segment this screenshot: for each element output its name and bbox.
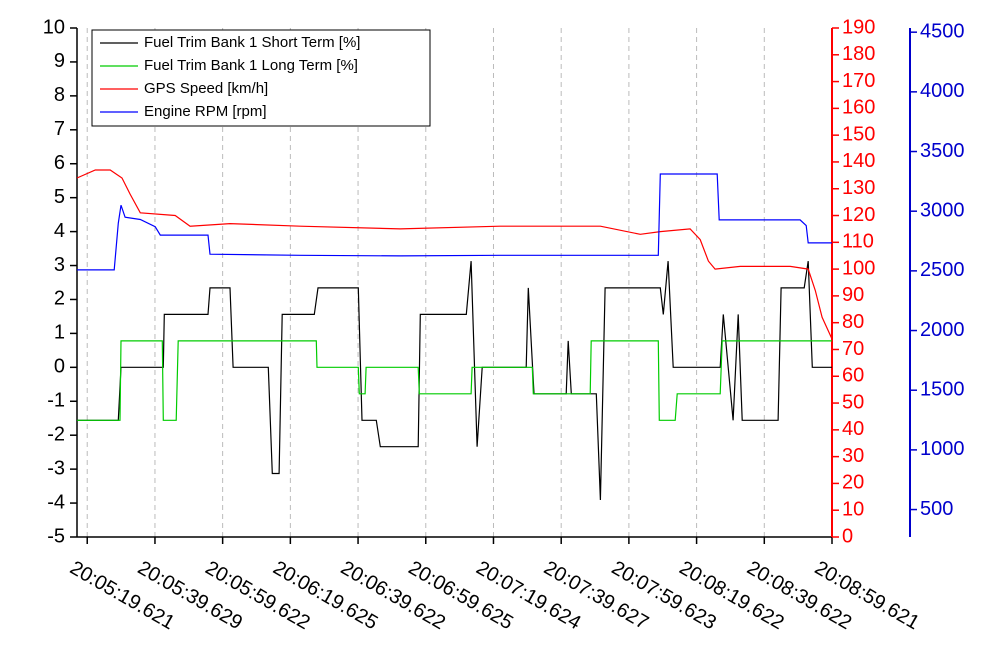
y2-tick-label: 180 [842, 43, 875, 65]
y2-tick-label: 0 [842, 525, 853, 547]
y2-tick-label: 100 [842, 257, 875, 279]
legend-label: Engine RPM [rpm] [144, 103, 267, 120]
y3-tick-label: 1500 [920, 378, 965, 400]
y2-tick-label: 160 [842, 97, 875, 119]
y2-tick-label: 10 [842, 498, 864, 520]
y2-tick-label: 40 [842, 418, 864, 440]
y-tick-label: 9 [54, 50, 65, 72]
y-tick-label: 2 [54, 288, 65, 310]
y-tick-label: 5 [54, 186, 65, 208]
y2-tick-label: 70 [842, 338, 864, 360]
y2-tick-label: 120 [842, 204, 875, 226]
legend-label: GPS Speed [km/h] [144, 80, 268, 97]
y2-tick-label: 150 [842, 123, 875, 145]
series-line [77, 173, 832, 271]
legend-label: Fuel Trim Bank 1 Short Term [%] [144, 34, 360, 51]
y2-tick-label: 80 [842, 311, 864, 333]
y-tick-label: -5 [47, 525, 65, 547]
y2-tick-label: 170 [842, 70, 875, 92]
series-line [77, 261, 832, 501]
y2-tick-label: 60 [842, 365, 864, 387]
y2-tick-label: 90 [842, 284, 864, 306]
y2-tick-label: 110 [842, 231, 874, 253]
y-tick-label: 4 [54, 220, 65, 242]
y2-tick-label: 130 [842, 177, 875, 199]
legend-label: Fuel Trim Bank 1 Long Term [%] [144, 57, 358, 74]
y-tick-label: 0 [54, 356, 65, 378]
y-tick-label: 7 [54, 118, 65, 140]
y3-tick-label: 2000 [920, 319, 965, 341]
y-tick-label: -3 [47, 457, 65, 479]
y-tick-label: 8 [54, 84, 65, 106]
y-tick-label: -1 [47, 390, 65, 412]
y-tick-label: 1 [54, 322, 65, 344]
y2-tick-label: 20 [842, 472, 864, 494]
y-tick-label: 6 [54, 152, 65, 174]
y3-tick-label: 3000 [920, 199, 965, 221]
y-tick-label: 10 [43, 16, 65, 38]
y2-tick-label: 50 [842, 391, 864, 413]
y-tick-label: -4 [47, 491, 65, 513]
y2-tick-label: 30 [842, 445, 864, 467]
series-line [77, 340, 832, 421]
legend-box [91, 29, 431, 127]
series-line [76, 169, 833, 340]
y2-tick-label: 190 [842, 16, 875, 38]
y3-tick-label: 1000 [920, 438, 965, 460]
y3-tick-label: 4000 [920, 80, 965, 102]
y2-tick-label: 140 [842, 150, 875, 172]
y3-tick-label: 2500 [920, 259, 965, 281]
y3-tick-label: 4500 [920, 20, 965, 42]
y3-tick-label: 3500 [920, 140, 965, 162]
y-tick-label: -2 [47, 423, 65, 445]
y-tick-label: 3 [54, 254, 65, 276]
y3-tick-label: 500 [920, 498, 953, 520]
